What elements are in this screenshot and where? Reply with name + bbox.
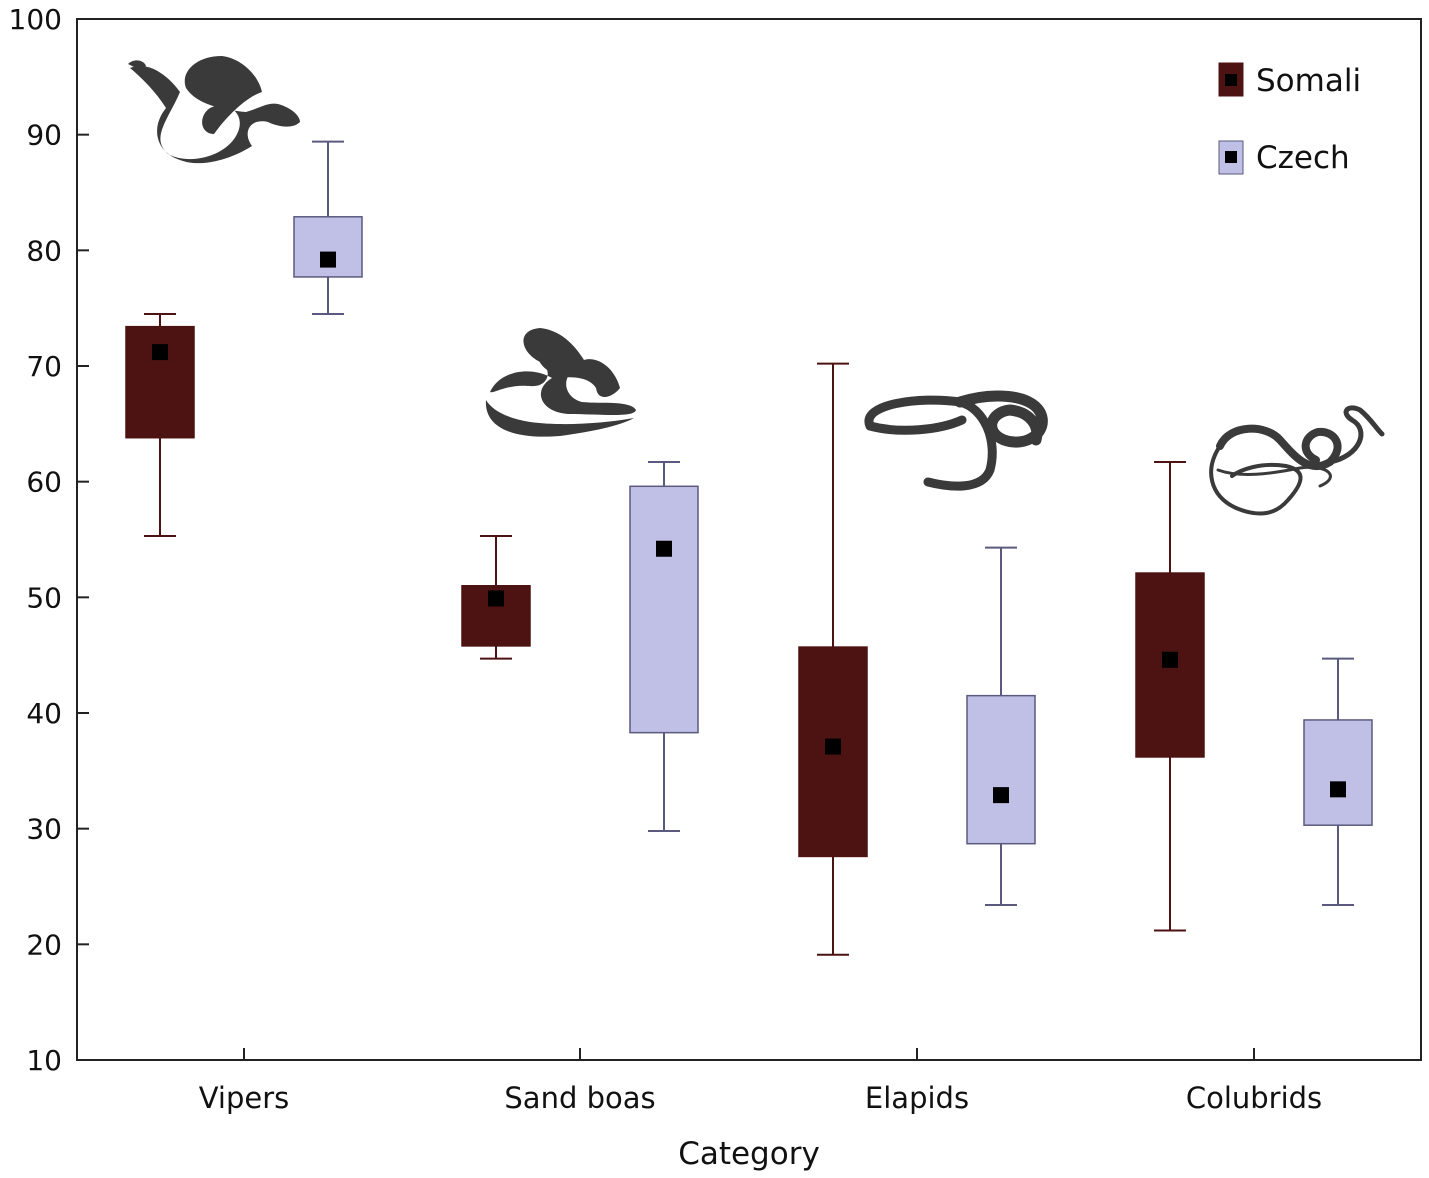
x-tick-label: Vipers <box>199 1081 290 1115</box>
y-tick-label: 90 <box>26 119 62 152</box>
y-tick-label: 40 <box>26 697 62 730</box>
legend-label-somali: Somali <box>1256 63 1361 99</box>
x-axis: Vipers Sand boas Elapids Colubrids <box>199 1048 1322 1115</box>
legend: Somali Czech <box>1218 62 1361 176</box>
y-axis: 10 20 30 40 50 60 70 80 90 100 <box>9 3 89 1077</box>
y-tick-label: 50 <box>26 581 62 614</box>
legend-marker-somali <box>1225 74 1237 86</box>
y-tick-label: 60 <box>26 466 62 499</box>
box-somali-elapids <box>798 362 868 956</box>
y-tick-label: 30 <box>26 813 62 846</box>
box-czech-colubrids <box>1303 657 1373 907</box>
x-tick-label: Colubrids <box>1186 1081 1322 1115</box>
y-tick-label: 20 <box>26 928 62 961</box>
mean-marker <box>1162 651 1178 668</box>
box-somali-vipers <box>125 312 195 538</box>
sand-boa-silhouette-icon <box>485 328 636 437</box>
mean-marker <box>320 251 336 268</box>
y-tick-label: 100 <box>9 3 62 36</box>
box-czech-sand-boas <box>629 461 699 832</box>
mean-marker <box>825 738 841 755</box>
viper-silhouette-icon <box>128 56 300 164</box>
x-tick-label: Sand boas <box>504 1081 655 1115</box>
y-tick-label: 10 <box>26 1044 62 1077</box>
box-czech-elapids <box>966 546 1036 907</box>
box-body <box>293 216 363 278</box>
legend-label-czech: Czech <box>1256 140 1350 176</box>
box-series-group <box>125 140 1373 956</box>
box-body <box>1303 719 1373 826</box>
y-tick-label: 70 <box>26 350 62 383</box>
box-body <box>125 325 195 439</box>
plot-area <box>76 18 1422 1061</box>
mean-marker <box>993 787 1009 804</box>
legend-marker-czech <box>1225 151 1237 163</box>
mean-marker <box>488 590 504 607</box>
mean-marker <box>152 344 168 361</box>
box-body <box>629 485 699 734</box>
colubrid-silhouette-icon <box>1209 405 1385 516</box>
box-somali-colubrids <box>1135 461 1205 932</box>
mean-marker <box>1330 781 1346 798</box>
mean-marker <box>656 540 672 557</box>
elapid-silhouette-icon <box>864 390 1048 491</box>
x-axis-title: Category <box>678 1136 820 1172</box>
box-somali-sand-boas <box>461 535 531 660</box>
x-tick-label: Elapids <box>865 1081 969 1115</box>
y-tick-label: 80 <box>26 234 62 267</box>
box-body <box>966 694 1036 845</box>
box-czech-vipers <box>293 140 363 315</box>
